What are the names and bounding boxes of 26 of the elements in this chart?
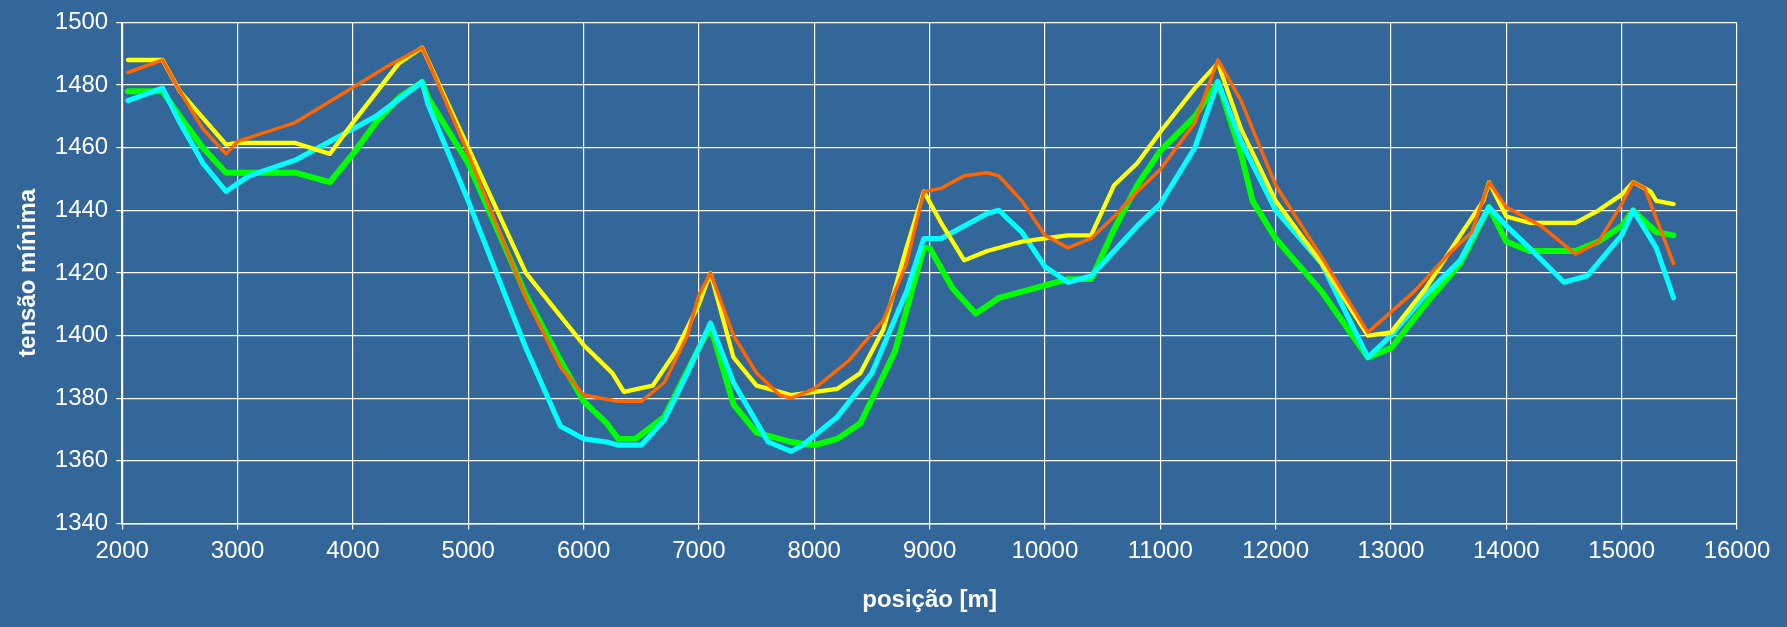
- x-axis-title: posição [m]: [862, 585, 997, 613]
- y-tick-label: 1460: [54, 132, 109, 160]
- x-tick-label: 2000: [95, 536, 149, 564]
- y-tick-label: 1380: [54, 382, 109, 410]
- x-tick-label: 14000: [1472, 536, 1540, 564]
- x-tick-label: 16000: [1703, 536, 1771, 564]
- y-tick-label: 1340: [54, 508, 109, 536]
- y-tick-label: 1500: [54, 7, 109, 35]
- x-tick-label: 5000: [441, 536, 495, 564]
- y-tick-label: 1440: [54, 194, 109, 222]
- x-tick-label: 7000: [672, 536, 726, 564]
- x-tick-label: 11000: [1127, 536, 1193, 564]
- y-tick-label: 1400: [54, 320, 109, 348]
- x-tick-label: 3000: [210, 536, 265, 564]
- y-tick-label: 1420: [54, 257, 109, 285]
- y-tick-label: 1360: [54, 445, 109, 473]
- x-tick-label: 12000: [1242, 536, 1309, 564]
- x-tick-label: 13000: [1357, 536, 1425, 564]
- y-axis-title: tensão mínima: [13, 188, 41, 357]
- x-tick-label: 8000: [787, 536, 841, 564]
- x-tick-label: 6000: [556, 536, 611, 564]
- x-tick-label: 4000: [326, 536, 380, 564]
- x-tick-label: 15000: [1588, 536, 1656, 564]
- x-tick-label: 9000: [902, 536, 957, 564]
- x-tick-label: 10000: [1011, 536, 1079, 564]
- y-tick-label: 1480: [54, 69, 109, 97]
